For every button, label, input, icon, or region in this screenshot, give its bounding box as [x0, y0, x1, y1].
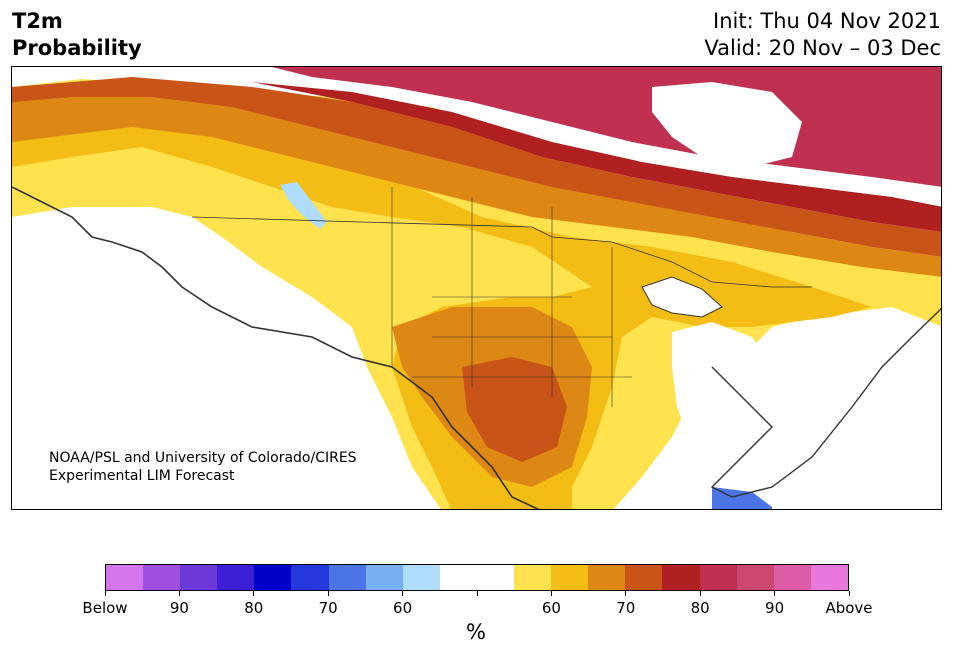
us-canada-border [191, 216, 812, 288]
colorbar-tick [774, 591, 776, 596]
colorbar-segment [217, 565, 255, 590]
contour-70 [12, 87, 941, 277]
colorbar-segment [402, 565, 440, 590]
colorbar-tick-label: 80 [690, 599, 710, 617]
contour-75-sw [462, 357, 567, 462]
hudson-bay [652, 82, 802, 167]
white-east [672, 322, 772, 447]
title-line-2: Probability [12, 36, 142, 60]
colorbar-segment [439, 565, 477, 590]
great-lakes [641, 276, 723, 318]
map-svg [12, 67, 941, 509]
colorbar-segment [514, 565, 552, 590]
colorbar-tick [104, 591, 106, 596]
colorbar-segment [328, 565, 366, 590]
colorbar-tick [848, 591, 850, 596]
colorbar-segment [699, 565, 737, 590]
credit-line-2: Experimental LIM Forecast [49, 468, 235, 484]
colorbar-segment [180, 565, 218, 590]
colorbar-segment [476, 565, 515, 590]
colorbar-segment [662, 565, 700, 590]
colorbar-segment [106, 565, 144, 590]
blue-west [280, 182, 327, 229]
blue-south [712, 487, 772, 509]
colorbar-tick [699, 591, 701, 596]
colorbar-tick-label: 70 [616, 599, 636, 617]
colorbar-segment [736, 565, 774, 590]
colorbar-tick [476, 591, 478, 596]
colorbar-tick-label: 70 [318, 599, 338, 617]
colorbar-tick [327, 591, 329, 596]
chart-title: T2m Probability [12, 8, 142, 62]
colorbar-tick [550, 591, 552, 596]
colorbar-segment [551, 565, 589, 590]
valid-range: Valid: 20 Nov – 03 Dec [704, 36, 941, 60]
colorbar-segment [365, 565, 403, 590]
credit-line-1: NOAA/PSL and University of Colorado/CIRE… [49, 450, 357, 466]
colorbar-segment [588, 565, 626, 590]
colorbar-tick-label: 90 [765, 599, 785, 617]
colorbar-segment [254, 565, 292, 590]
colorbar-tick-label: 80 [244, 599, 264, 617]
forecast-map [11, 66, 942, 510]
colorbar-labels: Below 90 80 70 60 60 70 80 90 Above [82, 599, 872, 617]
title-line-1: T2m [12, 9, 63, 33]
colorbar-segment [810, 565, 848, 590]
colorbar-segment [143, 565, 181, 590]
init-date: Init: Thu 04 Nov 2021 [713, 9, 941, 33]
colorbar-tick-label: 60 [393, 599, 413, 617]
colorbar-tick [253, 591, 255, 596]
east-coast [710, 307, 941, 498]
coastline [12, 186, 540, 509]
map-credit: NOAA/PSL and University of Colorado/CIRE… [49, 449, 357, 485]
colorbar-segment [625, 565, 663, 590]
colorbar-unit: % [466, 620, 486, 644]
colorbar-tick-label: Below [82, 599, 128, 617]
colorbar-tick-label: Above [825, 599, 873, 617]
colorbar-tick-label: 60 [541, 599, 561, 617]
contour-80 [252, 82, 941, 232]
colorbar-tick-label: 90 [169, 599, 189, 617]
colorbar-ticks [104, 591, 850, 597]
colorbar-segment [291, 565, 329, 590]
contour-60 [12, 79, 941, 509]
contour-75 [12, 77, 941, 257]
date-info: Init: Thu 04 Nov 2021 Valid: 20 Nov – 03… [704, 8, 941, 62]
colorbar [105, 564, 849, 591]
colorbar-tick [625, 591, 627, 596]
colorbar-segment [773, 565, 811, 590]
state-lines [391, 187, 632, 407]
colorbar-tick [402, 591, 404, 596]
colorbar-tick [178, 591, 180, 596]
